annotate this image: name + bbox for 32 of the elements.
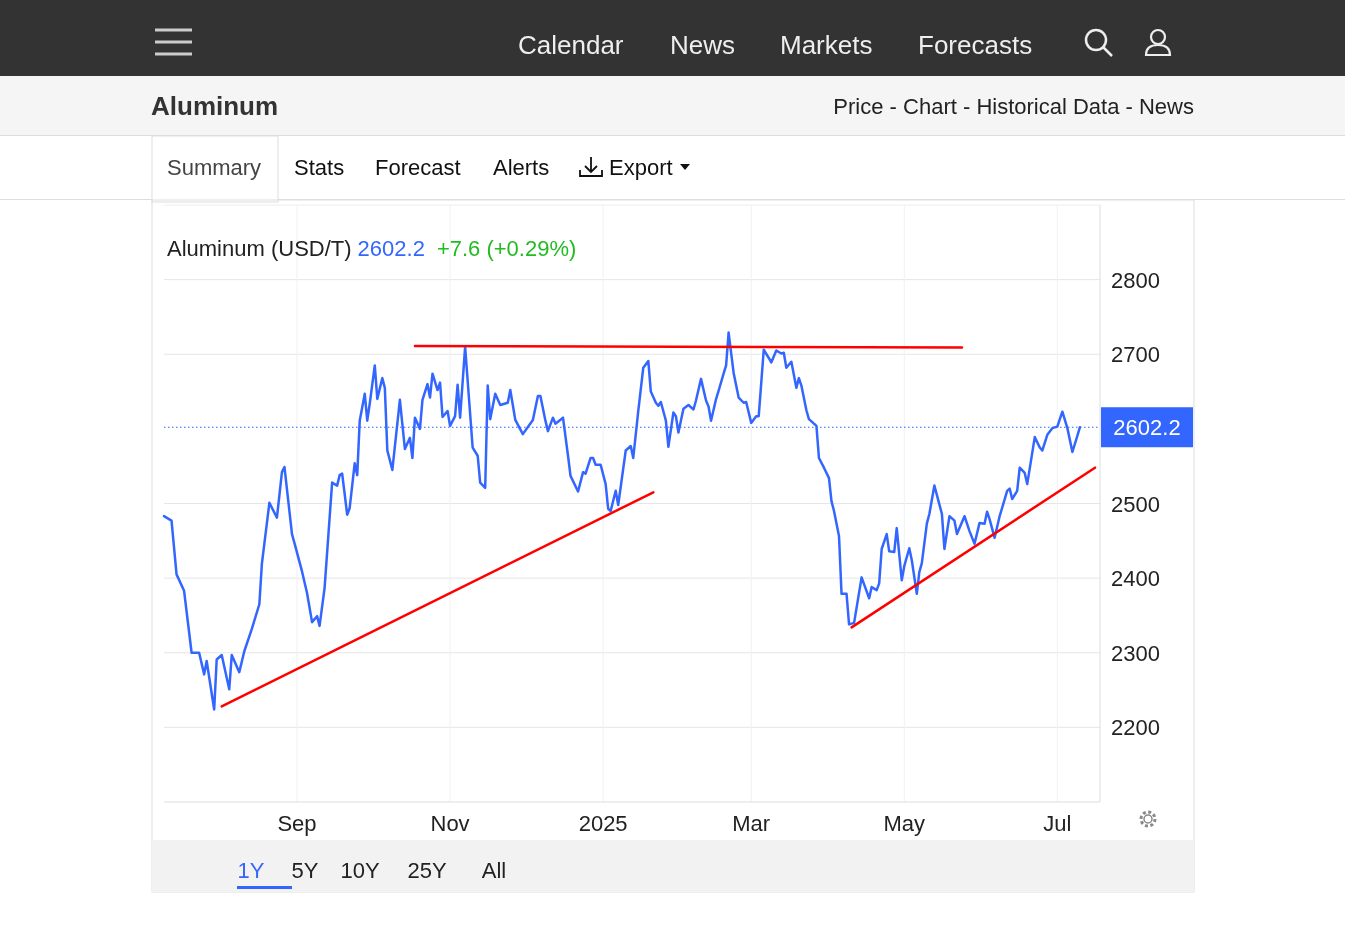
text: 5Y [291,858,319,883]
annotation: 2602.2 [357,236,425,261]
x-tick-label: Mar [732,811,771,836]
x-tick-label: Sep [277,811,317,836]
text: 1Y [237,858,265,883]
y-tick-label: 2400 [1111,566,1160,592]
y-tick-label: 2800 [1111,267,1160,293]
text: Aluminum [151,91,279,121]
text: Forecasts [918,30,1033,60]
text: Stats [294,155,345,180]
text: 10Y [340,858,380,883]
x-tick-label: Jul [1043,811,1072,836]
text: 25Y [407,858,447,883]
text: Export [609,155,673,180]
text: Markets [780,30,873,60]
text: Aluminum (USD/T) [167,236,352,261]
text: All [481,858,507,883]
text: News [670,30,736,60]
annotation: +7.6 (+0.29%) [436,236,577,261]
y-tick-label: 2500 [1111,491,1160,517]
text: Forecast [375,155,461,180]
ref-line-label: 2602.2 [1113,415,1181,441]
y-tick-label: 2200 [1111,715,1160,741]
x-tick-label: 2025 [578,811,628,836]
text: Alerts [493,155,550,180]
y-tick-label: 2700 [1111,342,1160,368]
y-tick-label: 2300 [1111,640,1160,666]
text: Price - Chart - Historical Data - News [833,94,1194,119]
x-tick-label: May [883,811,926,836]
x-tick-label: Nov [430,811,470,836]
text: Summary [167,155,262,180]
text: Calendar [518,30,624,60]
